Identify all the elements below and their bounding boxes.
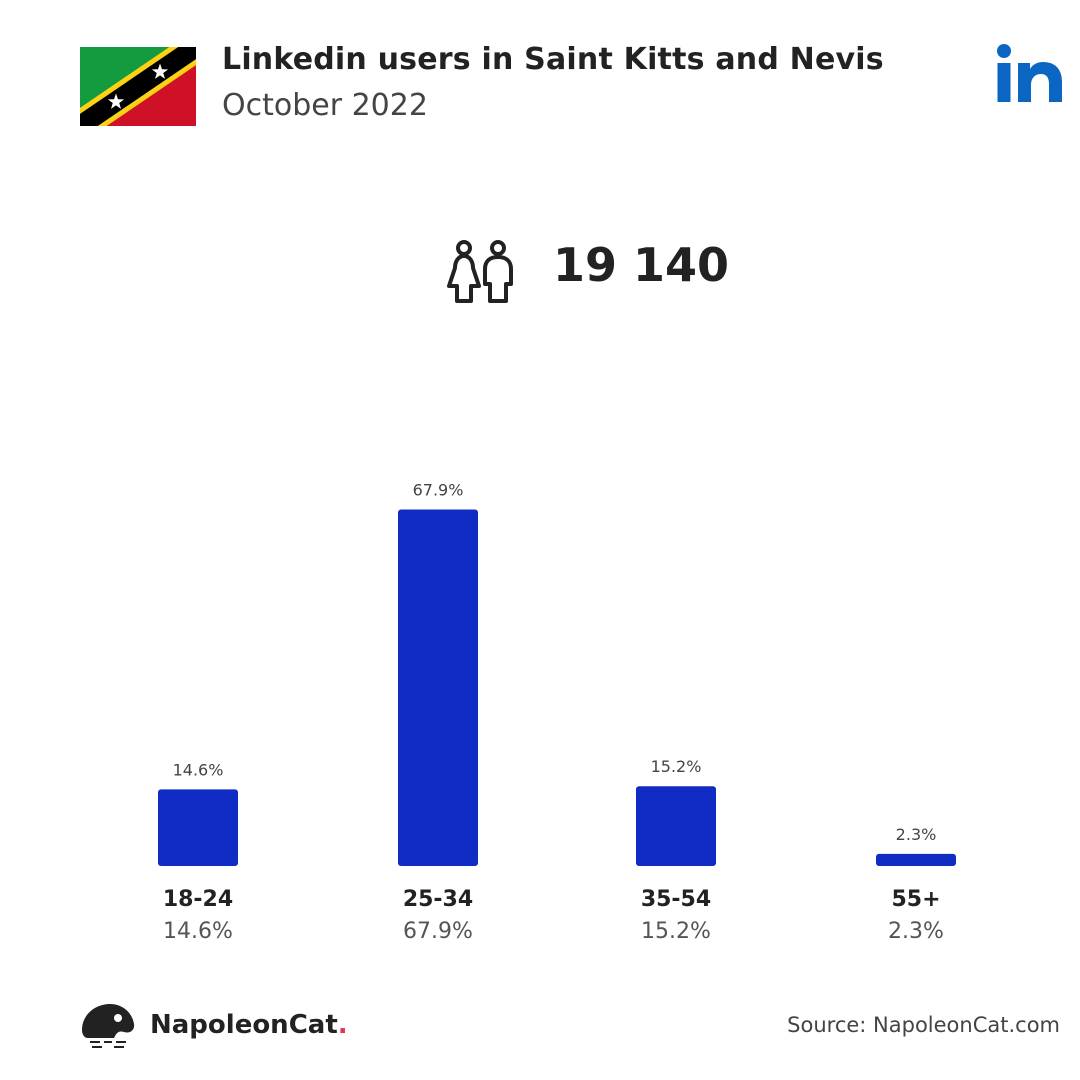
- brand-name: NapoleonCat.: [150, 1010, 348, 1040]
- napoleoncat-logo-icon: [82, 1004, 135, 1048]
- brand-name-text: NapoleonCat: [150, 1010, 338, 1040]
- bar: [398, 509, 478, 866]
- total-users: 19 140: [553, 238, 730, 292]
- bar-chart: 14.6% 18-24 14.6% 67.9% 25-34 67.9% 15.2% 35-54…: [158, 481, 956, 944]
- category-percent-label: 2.3%: [888, 919, 944, 944]
- category-label: 35-54: [641, 887, 711, 912]
- page-subtitle: October 2022: [222, 88, 428, 123]
- linkedin-icon: [997, 44, 1062, 102]
- flag-icon: [80, 47, 196, 126]
- bar: [636, 786, 716, 866]
- bar: [876, 853, 956, 866]
- category-label: 25-34: [403, 887, 473, 912]
- users-icon: [447, 240, 513, 303]
- category-label: 18-24: [163, 887, 233, 912]
- bar-value-label: 2.3%: [896, 825, 937, 844]
- bar-value-label: 15.2%: [651, 757, 702, 776]
- category-label: 55+: [891, 887, 940, 912]
- bar: [158, 789, 238, 866]
- brand: NapoleonCat.: [78, 1000, 348, 1050]
- brand-dot: .: [337, 1010, 348, 1040]
- category-percent-label: 14.6%: [163, 919, 233, 944]
- bar-value-label: 14.6%: [173, 760, 224, 779]
- source-text: Source: NapoleonCat.com: [787, 1013, 1060, 1037]
- bar-value-label: 67.9%: [413, 481, 464, 500]
- category-percent-label: 67.9%: [403, 919, 473, 944]
- category-percent-label: 15.2%: [641, 919, 711, 944]
- page-title: Linkedin users in Saint Kitts and Nevis: [222, 42, 884, 77]
